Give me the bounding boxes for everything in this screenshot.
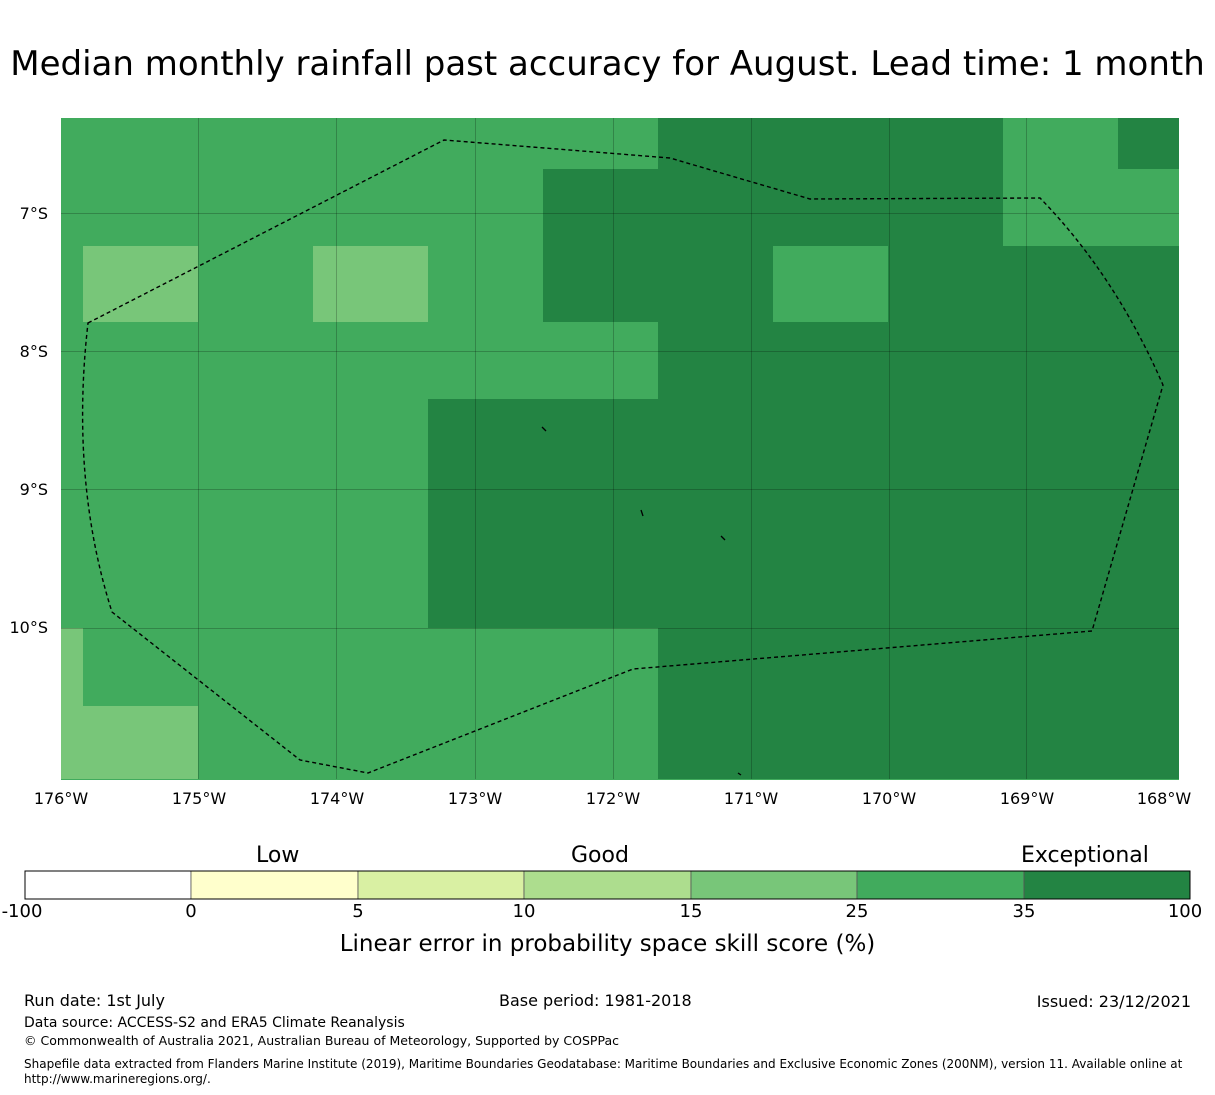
base-period: Base period: 1981-2018 [499, 991, 692, 1010]
exceptional-cell [658, 118, 1003, 779]
lon-label: 175°W [171, 789, 227, 808]
data-source: Data source: ACCESS-S2 and ERA5 Climate … [24, 1015, 405, 1031]
colorbar-category-low: Low [256, 843, 300, 868]
exceptional-cell [543, 169, 658, 322]
exceptional-cell [1003, 246, 1179, 779]
lon-label: 169°W [999, 789, 1055, 808]
lon-label: 173°W [447, 789, 503, 808]
lon-label: 174°W [309, 789, 365, 808]
copyright: © Commonwealth of Australia 2021, Austra… [24, 1033, 619, 1048]
colorbar-tick: 0 [185, 901, 197, 922]
map-gridlines [61, 118, 1179, 779]
lat-label: 7°S [19, 204, 48, 223]
colorbar-segment [1023, 870, 1191, 900]
colorbar-tick: -100 [1, 901, 43, 922]
colorbar-category-exceptional: Exceptional [1021, 843, 1149, 868]
exceptional-cell [1118, 118, 1179, 169]
colorbar-segment [690, 870, 858, 900]
colorbar-label: Linear error in probability space skill … [339, 931, 876, 957]
lon-label: 176°W [33, 789, 89, 808]
lon-label: 172°W [585, 789, 641, 808]
moderate-cell [61, 706, 198, 779]
colorbar-segment [856, 870, 1025, 900]
lon-label: 168°W [1136, 789, 1192, 808]
colorbar-tick: 35 [1012, 901, 1036, 922]
lon-label: 170°W [861, 789, 917, 808]
lon-label: 171°W [723, 789, 779, 808]
colorbar-tick: 10 [512, 901, 536, 922]
island-markers [541, 426, 742, 776]
chart-title: Median monthly rainfall past accuracy fo… [10, 44, 1205, 84]
lat-label: 9°S [19, 480, 48, 499]
colorbar-tick: 5 [352, 901, 364, 922]
shapefile-credit: Shapefile data extracted from Flanders M… [24, 1057, 1183, 1071]
colorbar-tick: 100 [1167, 901, 1203, 922]
shapefile-url: http://www.marineregions.org/. [24, 1072, 211, 1086]
colorbar-segment [523, 870, 692, 900]
lat-label: 10°S [9, 618, 48, 637]
exceptional-cell [428, 399, 658, 628]
colorbar-segment [24, 870, 192, 900]
colorbar [24, 870, 1191, 900]
colorbar-tick: 15 [679, 901, 703, 922]
colorbar-segment [190, 870, 359, 900]
lat-label: 8°S [19, 342, 48, 361]
run-date: Run date: 1st July [24, 991, 165, 1010]
colorbar-segment [357, 870, 525, 900]
good-cell [773, 246, 888, 322]
moderate-cell [313, 246, 428, 322]
colorbar-category-good: Good [571, 843, 629, 868]
colorbar-tick: 25 [845, 901, 869, 922]
issued-date: Issued: 23/12/2021 [1036, 992, 1191, 1011]
moderate-cell [83, 246, 198, 322]
